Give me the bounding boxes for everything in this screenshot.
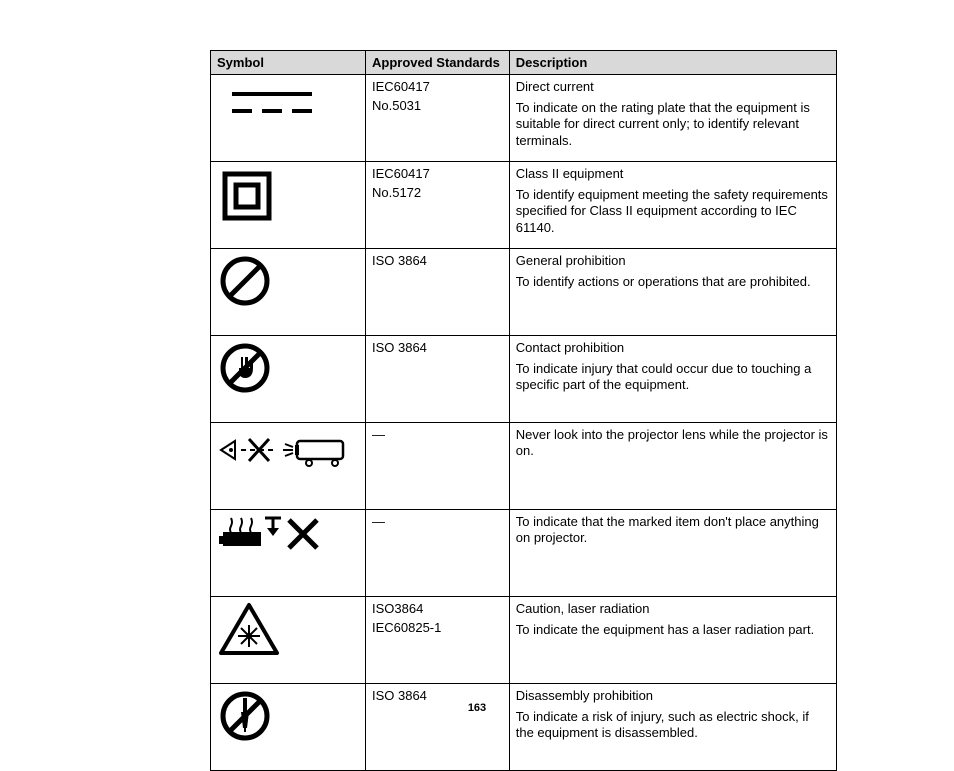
standard-line: ISO 3864 — [372, 340, 503, 355]
description-cell: Disassembly prohibition To indicate a ri… — [509, 684, 836, 771]
description-body: To indicate on the rating plate that the… — [516, 100, 830, 149]
direct-current-icon — [217, 79, 327, 129]
standards-cell: IEC60417 No.5031 — [365, 75, 509, 162]
page-number: 163 — [0, 702, 954, 714]
description-body: To identify actions or operations that a… — [516, 274, 830, 290]
description-cell: Direct current To indicate on the rating… — [509, 75, 836, 162]
description-title: Caution, laser radiation — [516, 601, 830, 616]
description-cell: Contact prohibition To indicate injury t… — [509, 336, 836, 423]
symbol-cell — [211, 684, 366, 771]
description-title: General prohibition — [516, 253, 830, 268]
standards-cell: ISO 3864 — [365, 336, 509, 423]
description-cell: General prohibition To identify actions … — [509, 249, 836, 336]
standard-line: IEC60825-1 — [372, 620, 503, 635]
table-row: ISO 3864 Disassembly prohibition To indi… — [211, 684, 837, 771]
table-row: ISO3864 IEC60825-1 Caution, laser radiat… — [211, 597, 837, 684]
symbols-table: Symbol Approved Standards Description IE… — [210, 50, 837, 771]
standard-line: No.5172 — [372, 185, 503, 200]
description-cell: Never look into the projector lens while… — [509, 423, 836, 510]
table-row: ISO 3864 Contact prohibition To indicate… — [211, 336, 837, 423]
standard-line: IEC60417 — [372, 166, 503, 181]
description-cell: Caution, laser radiation To indicate the… — [509, 597, 836, 684]
standard-line: ISO 3864 — [372, 688, 503, 703]
header-standards: Approved Standards — [365, 51, 509, 75]
standard-line: — — [372, 514, 503, 529]
disassembly-prohibition-icon — [217, 688, 273, 744]
symbol-cell — [211, 75, 366, 162]
table-row: IEC60417 No.5172 Class II equipment To i… — [211, 162, 837, 249]
symbol-cell — [211, 423, 366, 510]
standard-line: ISO3864 — [372, 601, 503, 616]
table-row: ISO 3864 General prohibition To identify… — [211, 249, 837, 336]
class-ii-icon — [217, 166, 277, 226]
general-prohibition-icon — [217, 253, 273, 309]
standards-cell: IEC60417 No.5172 — [365, 162, 509, 249]
symbol-cell — [211, 597, 366, 684]
contact-prohibition-icon — [217, 340, 273, 396]
symbol-cell — [211, 162, 366, 249]
table-header-row: Symbol Approved Standards Description — [211, 51, 837, 75]
description-title: Direct current — [516, 79, 830, 94]
standards-cell: ISO 3864 — [365, 684, 509, 771]
description-body: To indicate the equipment has a laser ra… — [516, 622, 830, 638]
laser-radiation-icon — [217, 601, 281, 657]
standard-line: — — [372, 427, 503, 442]
table-row: — To indicate that the marked item don't… — [211, 510, 837, 597]
symbol-cell — [211, 249, 366, 336]
do-not-look-icon — [217, 427, 357, 473]
description-body: To identify equipment meeting the safety… — [516, 187, 830, 236]
header-symbol: Symbol — [211, 51, 366, 75]
standards-cell: — — [365, 423, 509, 510]
page: Symbol Approved Standards Description IE… — [0, 0, 954, 738]
table-row: — Never look into the projector lens whi… — [211, 423, 837, 510]
table-row: IEC60417 No.5031 Direct current To indic… — [211, 75, 837, 162]
description-cell: To indicate that the marked item don't p… — [509, 510, 836, 597]
do-not-place-icon — [217, 514, 327, 554]
standards-cell: ISO3864 IEC60825-1 — [365, 597, 509, 684]
description-title: Contact prohibition — [516, 340, 830, 355]
description-body: To indicate injury that could occur due … — [516, 361, 830, 394]
header-description: Description — [509, 51, 836, 75]
standards-cell: ISO 3864 — [365, 249, 509, 336]
standard-line: ISO 3864 — [372, 253, 503, 268]
standard-line: IEC60417 — [372, 79, 503, 94]
standard-line: No.5031 — [372, 98, 503, 113]
standards-cell: — — [365, 510, 509, 597]
description-body: To indicate that the marked item don't p… — [516, 514, 830, 547]
symbol-cell — [211, 336, 366, 423]
symbol-cell — [211, 510, 366, 597]
description-title: Class II equipment — [516, 166, 830, 181]
description-title: Disassembly prohibition — [516, 688, 830, 703]
description-body: Never look into the projector lens while… — [516, 427, 830, 460]
description-cell: Class II equipment To identify equipment… — [509, 162, 836, 249]
